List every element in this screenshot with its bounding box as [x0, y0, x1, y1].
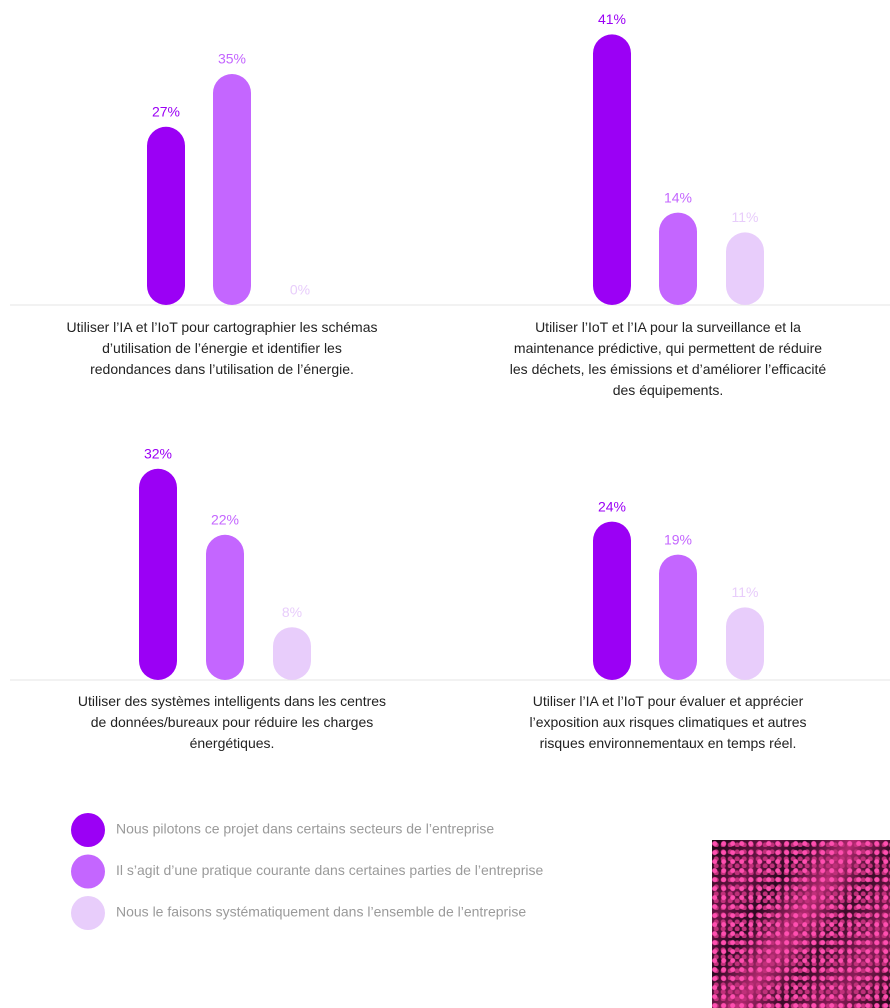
- value-label: 11%: [732, 584, 759, 600]
- value-label: 14%: [664, 189, 692, 205]
- legend-swatch: [71, 813, 105, 847]
- value-label: 0%: [290, 282, 310, 298]
- bar: [726, 607, 764, 680]
- value-label: 41%: [598, 11, 626, 27]
- value-label: 11%: [732, 209, 759, 225]
- bar: [206, 534, 244, 680]
- legend-label: Nous le faisons systématiquement dans l’…: [116, 904, 526, 920]
- value-label: 22%: [211, 512, 239, 528]
- chart-caption: Utiliser l’IA et l’IoT pour évaluer et a…: [529, 693, 807, 751]
- value-label: 8%: [282, 604, 302, 620]
- bar: [213, 74, 251, 305]
- chart-caption: Utiliser l’IoT et l’IA pour la surveilla…: [509, 319, 827, 398]
- bar: [593, 34, 631, 306]
- value-label: 32%: [144, 446, 172, 462]
- value-label: 27%: [152, 104, 180, 120]
- bar: [659, 554, 697, 680]
- chart-caption: Utiliser des systèmes intelligents dans …: [77, 693, 387, 751]
- value-label: 35%: [218, 51, 246, 67]
- legend-swatch: [71, 896, 105, 930]
- legend-label: Nous pilotons ce projet dans certains se…: [116, 821, 494, 837]
- bar: [659, 212, 697, 305]
- legend-label: Il s’agit d’une pratique courante dans c…: [116, 862, 543, 878]
- value-label: 24%: [598, 498, 626, 514]
- chart-caption: Utiliser l’IA et l’IoT pour cartographie…: [66, 319, 378, 377]
- bar: [593, 521, 631, 680]
- bar: [139, 468, 177, 680]
- bar: [726, 232, 764, 305]
- bar: [147, 126, 185, 305]
- bar: [273, 627, 311, 680]
- value-label: 19%: [664, 531, 692, 547]
- legend-swatch: [71, 854, 105, 889]
- photo: [712, 840, 890, 1008]
